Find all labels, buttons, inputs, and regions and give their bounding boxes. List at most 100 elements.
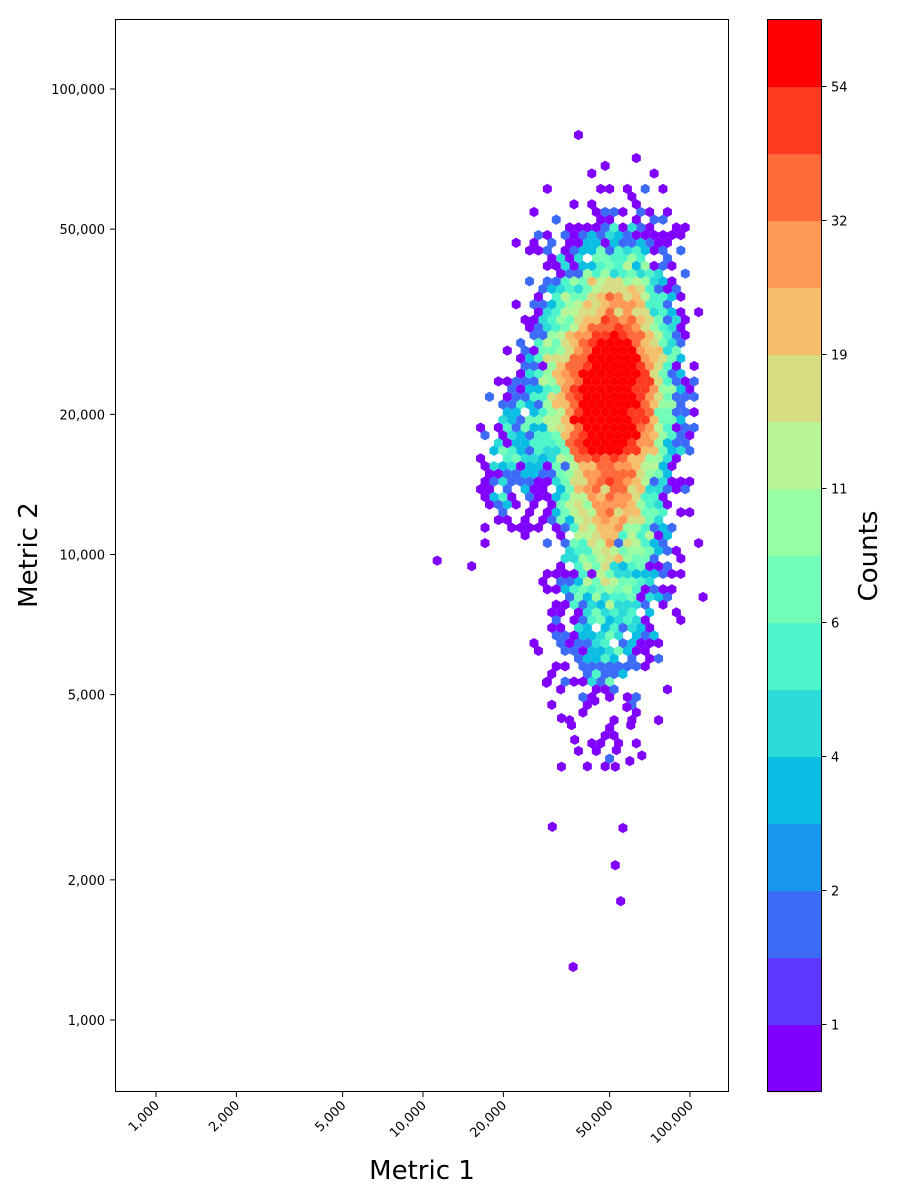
hexbin-cell — [636, 407, 646, 418]
hexbin-cell — [516, 445, 526, 456]
hexbin-cell — [631, 260, 641, 272]
hexbin-cell — [663, 468, 672, 479]
hexbin-cell — [502, 422, 512, 433]
hexbin-cell — [542, 445, 552, 456]
hexbin-cell — [622, 353, 632, 364]
hexbin-cell — [680, 391, 690, 402]
hexbin-cell — [658, 537, 668, 549]
hexbin-cell — [627, 237, 637, 248]
hexbin-cell — [502, 499, 512, 510]
hexbin-cell — [658, 599, 668, 610]
hexbin-cell — [551, 399, 561, 410]
hexbin-cell — [551, 522, 561, 533]
hexbin-cell — [631, 614, 641, 626]
hexbin-cell — [636, 206, 646, 218]
hexbin-cell — [622, 553, 632, 564]
hexbin-cell — [493, 437, 503, 449]
hexbin-cell — [609, 484, 619, 495]
colorbar-tick-label: 11 — [831, 483, 848, 498]
hexbin-cell — [631, 553, 641, 564]
hexbin-cell — [560, 291, 570, 302]
hexbin-cell — [622, 445, 632, 456]
hexbin-cell — [618, 622, 628, 633]
hexbin-cell — [676, 553, 686, 564]
hexbin-cell — [591, 576, 601, 587]
hexbin-cell — [574, 653, 583, 664]
colorbar-tick-label: 54 — [831, 81, 848, 96]
hexbin-cell — [609, 376, 619, 387]
hexbin-cell — [605, 614, 615, 626]
hexbin-cell — [622, 507, 632, 518]
hexbin-cell — [587, 630, 597, 641]
hexbin-cell — [676, 414, 686, 426]
colorbar-tick-label: 32 — [831, 215, 848, 230]
hexbin-cell — [605, 722, 615, 734]
hexbin-cell — [525, 276, 534, 287]
hexbin-cell — [587, 276, 597, 287]
hexbin-cell — [480, 491, 490, 503]
hexbin-cell — [578, 537, 588, 549]
hexbin-cell — [591, 607, 601, 618]
hexbin-cell — [507, 445, 517, 456]
hexbin-cell — [627, 591, 637, 603]
hexbin-cell — [649, 214, 659, 225]
hexbin-cell — [476, 422, 486, 433]
hexbin-cell — [627, 622, 637, 633]
hexbin-cell — [520, 514, 530, 526]
hexbin-cell — [600, 345, 610, 356]
hexbin-cell — [587, 353, 597, 364]
hexbin-cell — [645, 237, 655, 248]
hexbin-cell — [565, 437, 575, 449]
hexbin-cell — [609, 530, 619, 541]
hexbin-cell — [498, 430, 508, 441]
hexbin-cell — [618, 530, 628, 541]
hexbin-cell — [654, 484, 664, 495]
hexbin-cell — [640, 491, 650, 503]
hexbin-cell — [591, 391, 601, 402]
hexbin-cell — [502, 453, 512, 464]
hexbin-cell — [640, 460, 650, 472]
hexbin-cell — [618, 376, 628, 387]
hexbin-cell — [533, 383, 543, 395]
hexbin-cell — [582, 622, 592, 633]
hexbin-cell — [596, 676, 606, 687]
hexbin-cell — [622, 645, 632, 657]
hexbin-cell — [605, 291, 615, 302]
hexbin-cell — [631, 584, 641, 595]
hexbin-cell — [565, 376, 575, 387]
hexbin-cell — [556, 437, 566, 449]
hexbin-cell — [574, 345, 583, 356]
hexbin-cell — [663, 376, 672, 387]
hexbin-cell — [485, 484, 494, 495]
hexbin-cell — [574, 468, 583, 479]
hexbin-cell — [516, 337, 526, 349]
hexbin-cell — [654, 391, 664, 402]
hexbin-cell — [618, 407, 628, 418]
hexbin-cell — [627, 576, 637, 587]
hexbin-cell — [560, 229, 570, 241]
hexbin-cell — [591, 561, 601, 572]
hexbin-cell — [542, 507, 552, 518]
hexbin-cell — [685, 430, 695, 441]
hexbin-cell — [600, 206, 610, 218]
hexbin-cell — [520, 484, 530, 495]
hexbin-cell — [694, 306, 704, 318]
hexbin-cell-outlier — [611, 744, 621, 756]
hexbin-cell — [631, 368, 641, 379]
hexbin-cell — [587, 537, 597, 549]
hexbin-cell — [685, 383, 695, 395]
hexbin-cell — [636, 330, 646, 341]
hexbin-cell — [507, 522, 517, 533]
hexbin-cell — [498, 399, 508, 410]
hexbin-cell — [587, 584, 597, 595]
hexbin-cell — [578, 553, 588, 564]
hexbin-cell — [627, 345, 637, 356]
hexbin-cell — [565, 345, 575, 356]
hexbin-cell — [667, 476, 677, 487]
hexbin-cell — [551, 260, 561, 272]
hexbin-cell — [600, 453, 610, 464]
hexbin-cell — [556, 360, 566, 372]
hexbin-cell — [671, 422, 681, 433]
hexbin-cell — [502, 407, 512, 418]
hexbin-cell — [600, 468, 610, 479]
